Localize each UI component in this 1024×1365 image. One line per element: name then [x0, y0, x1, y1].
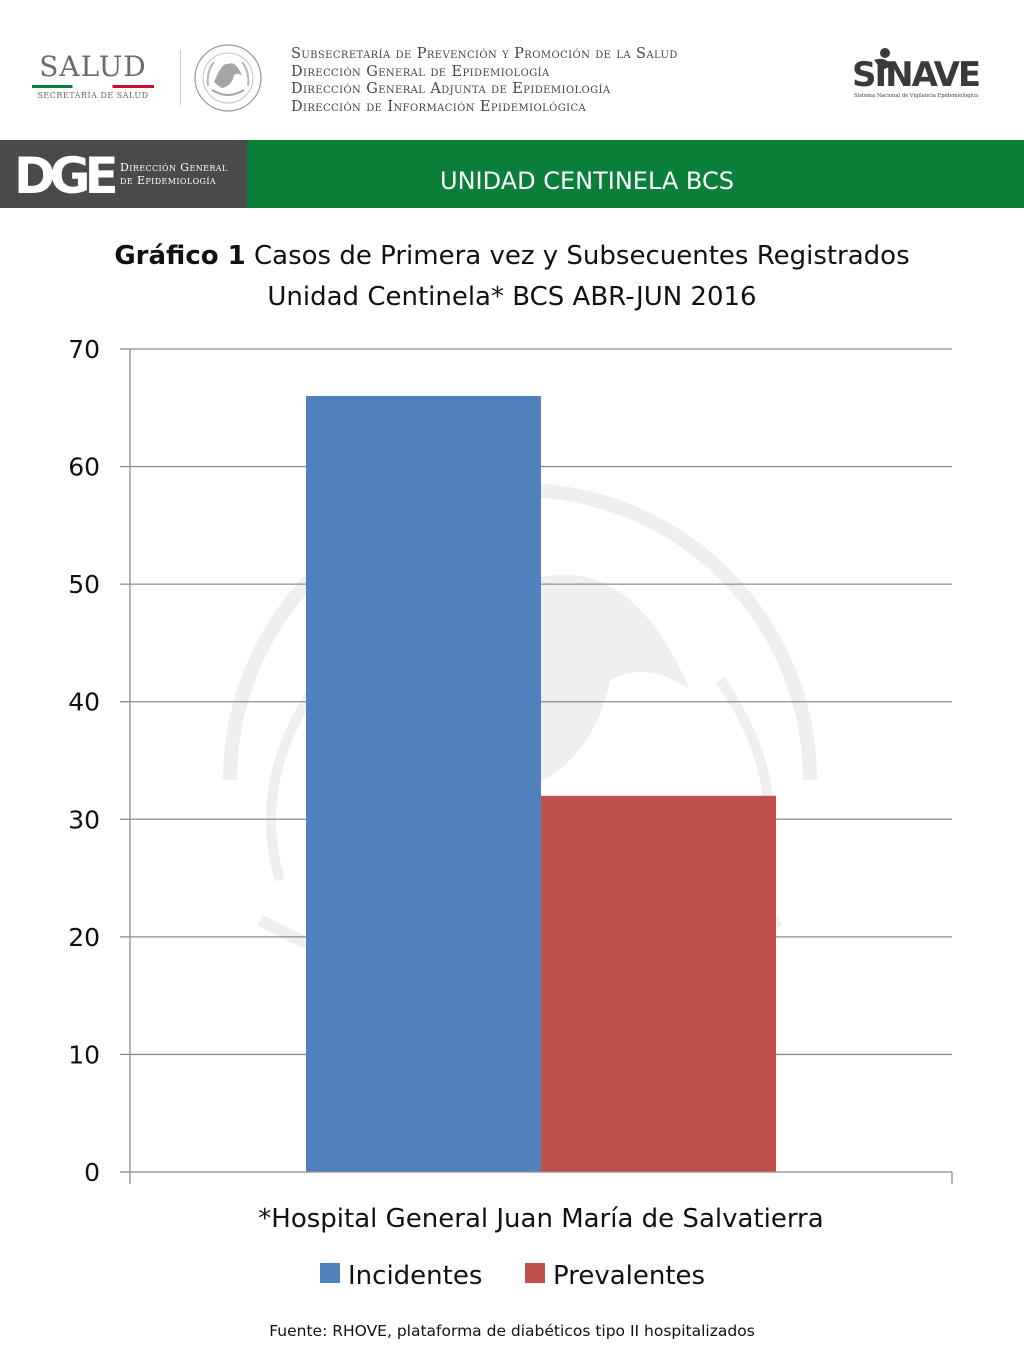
- sinave-logo-word: SINAVE: [852, 55, 979, 95]
- y-tick-label: 50: [68, 570, 100, 599]
- y-tick-label: 60: [68, 453, 100, 482]
- legend-label-prevalentes: Prevalentes: [553, 1261, 705, 1291]
- legend-swatch-prevalentes: [525, 1263, 545, 1283]
- subsecretaria-line: Dirección de Información Epidemiológica: [291, 98, 587, 115]
- legend-label-incidentes: Incidentes: [348, 1261, 482, 1291]
- chart-bars: [305, 396, 777, 1172]
- dge-text: Dirección General de Epidemiología: [120, 161, 228, 187]
- legend-swatch-incidentes: [320, 1263, 340, 1283]
- chart-title-rest: Casos de Primera vez y Subsecuentes Regi…: [245, 241, 910, 271]
- x-axis-categories: *Hospital General Juan María de Salvatie…: [258, 1204, 823, 1234]
- dge-text-line: Dirección General: [120, 161, 228, 174]
- mexican-seal-icon: [194, 44, 262, 112]
- x-category-label: *Hospital General Juan María de Salvatie…: [258, 1204, 823, 1234]
- bar-incidentes: [305, 396, 541, 1172]
- y-tick-label: 10: [68, 1040, 100, 1069]
- y-axis-ticks: 0 10 20 30 40 50 60 70: [68, 335, 130, 1187]
- chart-axes: [129, 349, 953, 1184]
- chart-legend: Incidentes Prevalentes: [320, 1261, 705, 1291]
- bar-chart: 0 10 20 30 40 50 60 70 *Hospital General Juan M…: [68, 335, 953, 1291]
- dge-logo: DGE Dirección General de Epidemiología: [0, 140, 247, 208]
- chart-title-line1: Gráfico 1 Casos de Primera vez y Subsecu…: [60, 236, 964, 277]
- sinave-logo-subtitle: Sistema Nacional de Vigilancia Epidemiol…: [854, 92, 978, 99]
- chart-title-line2: Unidad Centinela* BCS ABR-JUN 2016: [267, 282, 757, 312]
- salud-logo-subtitle: SECRETARÍA DE SALUD: [37, 91, 149, 100]
- salud-logo-tricolor-line: [32, 85, 154, 88]
- subsecretaria-line: Subsecretaría de Prevención y Promoción …: [291, 46, 678, 62]
- dge-text-line: de Epidemiología: [120, 174, 217, 187]
- y-tick-label: 0: [84, 1158, 100, 1187]
- banner-title: UNIDAD CENTINELA BCS: [440, 167, 734, 195]
- banner-green: UNIDAD CENTINELA BCS: [247, 140, 1024, 208]
- salud-logo: SALUD SECRETARÍA DE SALUD: [28, 52, 158, 100]
- subsecretaria-line: Dirección General Adjunta de Epidemiolog…: [291, 81, 611, 97]
- chart-title: Gráfico 1 Casos de Primera vez y Subsecu…: [60, 236, 964, 318]
- source-note: Fuente: RHOVE, plataforma de diabéticos …: [269, 1322, 755, 1340]
- subsecretaria-lines: Subsecretaría de Prevención y Promoción …: [291, 46, 811, 116]
- y-tick-label: 20: [68, 923, 100, 952]
- y-tick-label: 30: [68, 805, 100, 834]
- subsecretaria-line: Dirección General de Epidemiología: [291, 63, 550, 80]
- banner: DGE Dirección General de Epidemiología U…: [0, 140, 1024, 208]
- sinave-logo: SINAVE Sistema Nacional de Vigilancia Ep…: [852, 48, 981, 99]
- dge-letters: DGE: [14, 147, 119, 205]
- header-divider: [180, 50, 181, 105]
- y-tick-label: 40: [68, 688, 100, 717]
- salud-logo-word: SALUD: [39, 50, 147, 83]
- top-header: SALUD SECRETARÍA DE SALUD Subsecretaría …: [0, 0, 1024, 140]
- bar-prevalentes: [541, 795, 777, 1172]
- y-tick-label: 70: [68, 335, 100, 364]
- chart-title-bold: Gráfico 1: [114, 241, 246, 271]
